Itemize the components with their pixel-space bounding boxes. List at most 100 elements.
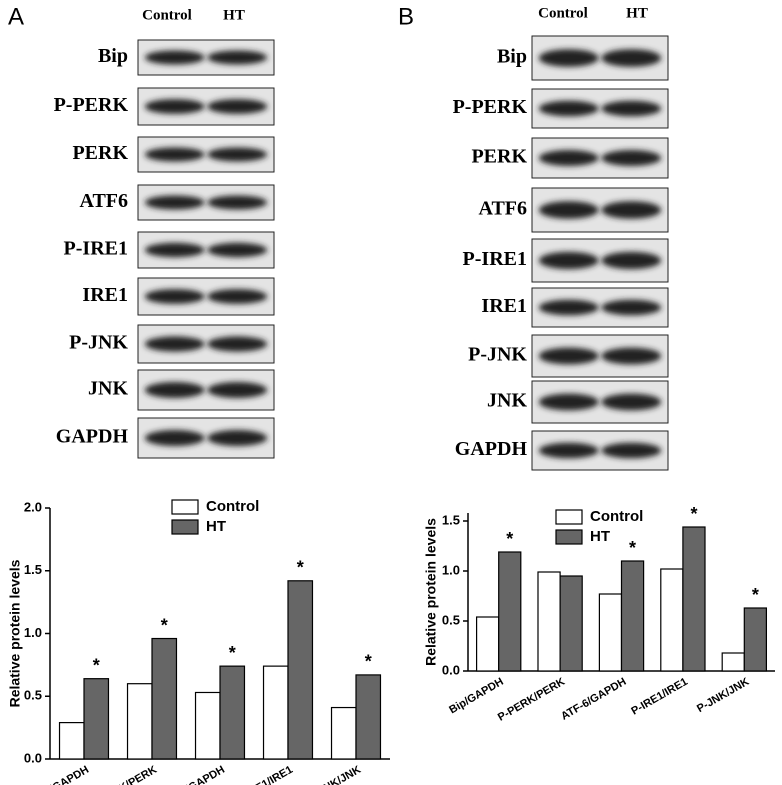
blot-band (538, 347, 599, 365)
significance-marker: * (365, 652, 372, 672)
bar (151, 637, 178, 760)
bar (58, 722, 85, 760)
column-header: HT (223, 7, 245, 23)
y-tick-label: 1.5 (24, 562, 42, 577)
x-tick-label: P-IRE1/IRE1 (234, 764, 295, 785)
y-tick-label: 1.0 (24, 625, 42, 640)
blot-band (538, 299, 599, 316)
blot-label: Bip (98, 45, 128, 67)
panel-letter: A (8, 3, 24, 30)
blot-label: IRE1 (82, 284, 128, 306)
blot-band (144, 195, 205, 210)
legend-swatch (555, 509, 583, 525)
blot-label: P-JNK (69, 332, 128, 354)
blot-band (144, 147, 205, 162)
y-axis-label: Relative protein levels (7, 559, 23, 707)
blot-band (601, 49, 662, 67)
blot-label: P-IRE1 (463, 248, 527, 270)
y-tick-label: 1.5 (442, 512, 460, 527)
blot-label: GAPDH (455, 438, 528, 460)
column-header: Control (538, 5, 588, 21)
y-tick-label: 0.0 (442, 662, 460, 677)
x-tick-label: P-PERK/PERK (88, 764, 159, 785)
significance-marker: * (229, 643, 236, 663)
blot-band (207, 195, 268, 210)
blot-label: PERK (471, 146, 527, 168)
blot-band (207, 382, 268, 398)
significance-marker: * (506, 529, 513, 549)
blot-label: P-PERK (54, 94, 129, 116)
blot-label: JNK (487, 390, 527, 412)
significance-marker: * (752, 585, 759, 605)
significance-marker: * (629, 538, 636, 558)
blot-band (207, 242, 268, 258)
blot-band (538, 201, 599, 219)
bar (743, 607, 768, 672)
y-tick-label: 0.5 (24, 688, 42, 703)
y-tick-label: 0.5 (442, 612, 460, 627)
blot-band (601, 201, 662, 219)
x-tick-label: P-JNK/JNK (307, 764, 363, 785)
bar (287, 580, 314, 760)
blot-label: P-PERK (453, 96, 528, 118)
blot-band (207, 50, 268, 65)
blot-band (601, 150, 662, 166)
blot-band (144, 50, 205, 65)
column-header: Control (142, 7, 192, 23)
bar (219, 665, 246, 760)
bar (620, 560, 645, 672)
blot-label: PERK (72, 142, 128, 164)
column-header: HT (626, 5, 648, 21)
significance-marker: * (93, 655, 100, 675)
blot-band (144, 336, 205, 352)
blot-band (538, 251, 599, 270)
bar (126, 683, 153, 760)
x-tick-label: ATF-6/GAPDH (559, 676, 628, 723)
blot-band (601, 100, 662, 117)
bar (559, 575, 583, 672)
bar (598, 593, 623, 672)
legend-label: Control (206, 498, 259, 515)
blot-band (207, 147, 268, 162)
blot-band (207, 430, 268, 446)
blot-band (601, 347, 662, 365)
bar (262, 665, 289, 760)
blot-label: Bip (497, 46, 527, 68)
bar (721, 652, 745, 672)
legend-label: Control (590, 508, 643, 525)
y-tick-label: 2.0 (24, 499, 42, 514)
blot-label: P-IRE1 (64, 238, 128, 260)
significance-marker: * (297, 558, 304, 578)
bar (660, 568, 684, 672)
legend-label: HT (590, 528, 610, 545)
legend-swatch (171, 519, 199, 535)
bar (83, 678, 110, 760)
blot-band (538, 393, 599, 411)
blot-band (538, 150, 599, 166)
y-tick-label: 0.0 (24, 750, 42, 765)
blot-label: IRE1 (481, 295, 527, 317)
panel-letter: B (398, 3, 414, 30)
legend-swatch (555, 529, 583, 545)
blot-band (601, 442, 662, 459)
blot-label: ATF6 (79, 190, 128, 212)
significance-marker: * (161, 615, 168, 635)
legend-swatch (171, 499, 199, 515)
blot-band (144, 242, 205, 258)
x-tick-label: Bip/GAPDH (447, 676, 505, 717)
blot-band (207, 99, 268, 114)
bar (194, 691, 221, 760)
blot-label: ATF6 (478, 198, 527, 220)
bar (330, 706, 357, 760)
bar (355, 674, 382, 760)
blot-band (207, 289, 268, 304)
x-tick-label: Bip/GAPDH (33, 764, 91, 785)
blot-band (601, 299, 662, 316)
blot-band (144, 430, 205, 446)
legend-label: HT (206, 518, 226, 535)
x-tick-label: P-JNK/JNK (695, 676, 751, 715)
x-tick-label: ATF-6/GAPDH (158, 764, 227, 785)
significance-marker: * (690, 504, 697, 524)
blot-band (601, 393, 662, 411)
